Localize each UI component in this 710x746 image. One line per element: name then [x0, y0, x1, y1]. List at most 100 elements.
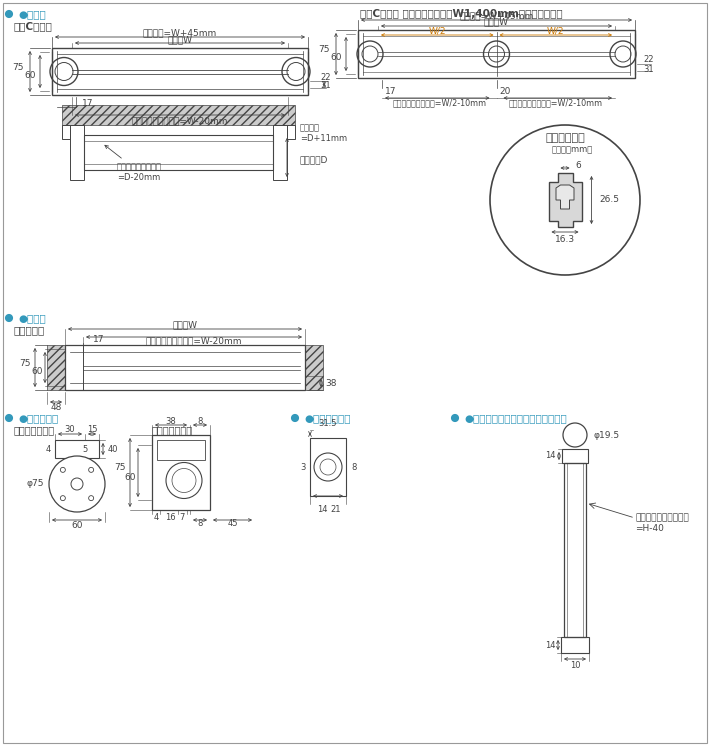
Text: 天井ブラケット: 天井ブラケット	[14, 425, 55, 435]
Circle shape	[292, 415, 298, 421]
Text: 8: 8	[351, 463, 356, 471]
Text: 製品幅W: 製品幅W	[484, 17, 509, 27]
Text: 21: 21	[331, 506, 342, 515]
Circle shape	[490, 125, 640, 275]
Text: 26.5: 26.5	[599, 195, 620, 204]
Text: 本体バーカット長さ=W/2-10mm: 本体バーカット長さ=W/2-10mm	[392, 98, 486, 107]
Polygon shape	[549, 173, 581, 227]
Bar	[562, 449, 588, 463]
Text: 14: 14	[545, 641, 556, 650]
Text: 10: 10	[569, 660, 580, 669]
Text: 31.5: 31.5	[319, 419, 337, 428]
Text: 75: 75	[19, 359, 31, 368]
Bar	[52, 48, 308, 95]
Bar	[287, 125, 295, 139]
Text: ●壁面付: ●壁面付	[18, 313, 45, 323]
Text: 16: 16	[165, 513, 175, 522]
Text: W/2: W/2	[429, 27, 446, 36]
Text: 正面Cタイプ: 正面Cタイプ	[14, 21, 53, 31]
Text: 45: 45	[227, 519, 238, 528]
Text: 製品外寸=W+45mm: 製品外寸=W+45mm	[459, 11, 534, 20]
Bar	[70, 125, 84, 180]
Bar	[157, 440, 205, 460]
Circle shape	[6, 415, 13, 421]
Text: φ75: φ75	[26, 480, 44, 489]
Text: 75: 75	[114, 463, 126, 472]
Text: 31: 31	[320, 81, 331, 90]
Text: 製品幅W: 製品幅W	[173, 321, 197, 330]
Text: 60: 60	[71, 521, 83, 530]
Circle shape	[49, 456, 105, 512]
Text: 30: 30	[65, 425, 75, 434]
Text: 本体バーカット長さ=W-20mm: 本体バーカット長さ=W-20mm	[146, 336, 242, 345]
Text: 8: 8	[197, 519, 202, 528]
Circle shape	[452, 415, 459, 421]
Circle shape	[6, 315, 13, 322]
Text: 3: 3	[300, 463, 306, 471]
Bar	[65, 345, 83, 390]
Text: φ19.5: φ19.5	[593, 430, 619, 439]
Text: 6: 6	[575, 160, 581, 169]
Circle shape	[166, 463, 202, 498]
Text: 22: 22	[643, 55, 653, 64]
Bar	[62, 125, 70, 139]
Text: （単位：mm）: （単位：mm）	[552, 145, 593, 154]
Text: 38: 38	[165, 416, 176, 425]
Text: 製品外寸=W+45mm: 製品外寸=W+45mm	[143, 28, 217, 37]
Text: 15: 15	[87, 425, 97, 434]
Bar	[358, 30, 635, 78]
Bar	[152, 435, 210, 510]
Text: 壁面バーカット長さ
=D-20mm: 壁面バーカット長さ =D-20mm	[105, 145, 162, 182]
Text: ●ブラケット: ●ブラケット	[18, 413, 58, 423]
Bar	[62, 105, 295, 125]
Text: 吹りポールカット長さ
=H-40: 吹りポールカット長さ =H-40	[635, 513, 689, 533]
Circle shape	[314, 453, 342, 481]
Text: 14: 14	[545, 451, 556, 460]
Bar	[273, 125, 287, 180]
Text: 17: 17	[82, 98, 94, 107]
Text: W/2: W/2	[547, 27, 564, 36]
Circle shape	[563, 423, 587, 447]
Text: 壁面ブラケット: 壁面ブラケット	[152, 425, 193, 435]
Text: 4: 4	[45, 445, 51, 454]
Bar	[561, 637, 589, 653]
Bar	[564, 463, 586, 637]
Text: 17: 17	[93, 336, 104, 345]
Text: 60: 60	[330, 54, 342, 63]
Text: 48: 48	[50, 404, 62, 413]
Text: 17: 17	[385, 87, 396, 96]
Bar	[84, 135, 273, 170]
Text: 16.3: 16.3	[555, 234, 575, 243]
Text: 60: 60	[31, 367, 43, 376]
Text: ●バーキャップ: ●バーキャップ	[304, 413, 351, 423]
Text: 60: 60	[25, 71, 36, 80]
Circle shape	[6, 10, 13, 17]
Bar	[55, 440, 99, 458]
Text: 本体バーカット長さ=W/2-10mm: 本体バーカット長さ=W/2-10mm	[508, 98, 603, 107]
Text: 5: 5	[82, 445, 87, 454]
Text: 75: 75	[319, 46, 330, 54]
Text: 4: 4	[153, 513, 158, 522]
Text: 22: 22	[320, 72, 330, 81]
Text: 14: 14	[317, 506, 327, 515]
Bar	[310, 438, 346, 496]
Text: 製品幅W: 製品幅W	[168, 36, 192, 45]
Bar	[305, 345, 323, 390]
Text: 製品外寸
=D+11mm: 製品外寸 =D+11mm	[300, 123, 347, 142]
Text: 7: 7	[180, 513, 185, 522]
Text: ●正面付: ●正面付	[18, 9, 45, 19]
Text: 正面Cタイプ ジョイントあり（W1,400mmを超える場合）: 正面Cタイプ ジョイントあり（W1,400mmを超える場合）	[360, 9, 562, 19]
Text: レール断面図: レール断面図	[545, 133, 585, 143]
Bar	[65, 345, 305, 390]
Text: 31: 31	[643, 64, 654, 74]
Text: 本体バーカット長さ=W-20mm: 本体バーカット長さ=W-20mm	[132, 116, 228, 125]
Text: 40: 40	[108, 445, 119, 454]
Polygon shape	[556, 185, 574, 209]
Bar	[47, 345, 65, 390]
Text: 60: 60	[124, 473, 136, 482]
Text: 20: 20	[500, 87, 511, 96]
Text: 75: 75	[13, 63, 24, 72]
Text: 製品出幅D: 製品出幅D	[300, 155, 328, 165]
Text: 38: 38	[325, 378, 337, 387]
Text: 壁面タイプ: 壁面タイプ	[14, 325, 45, 335]
